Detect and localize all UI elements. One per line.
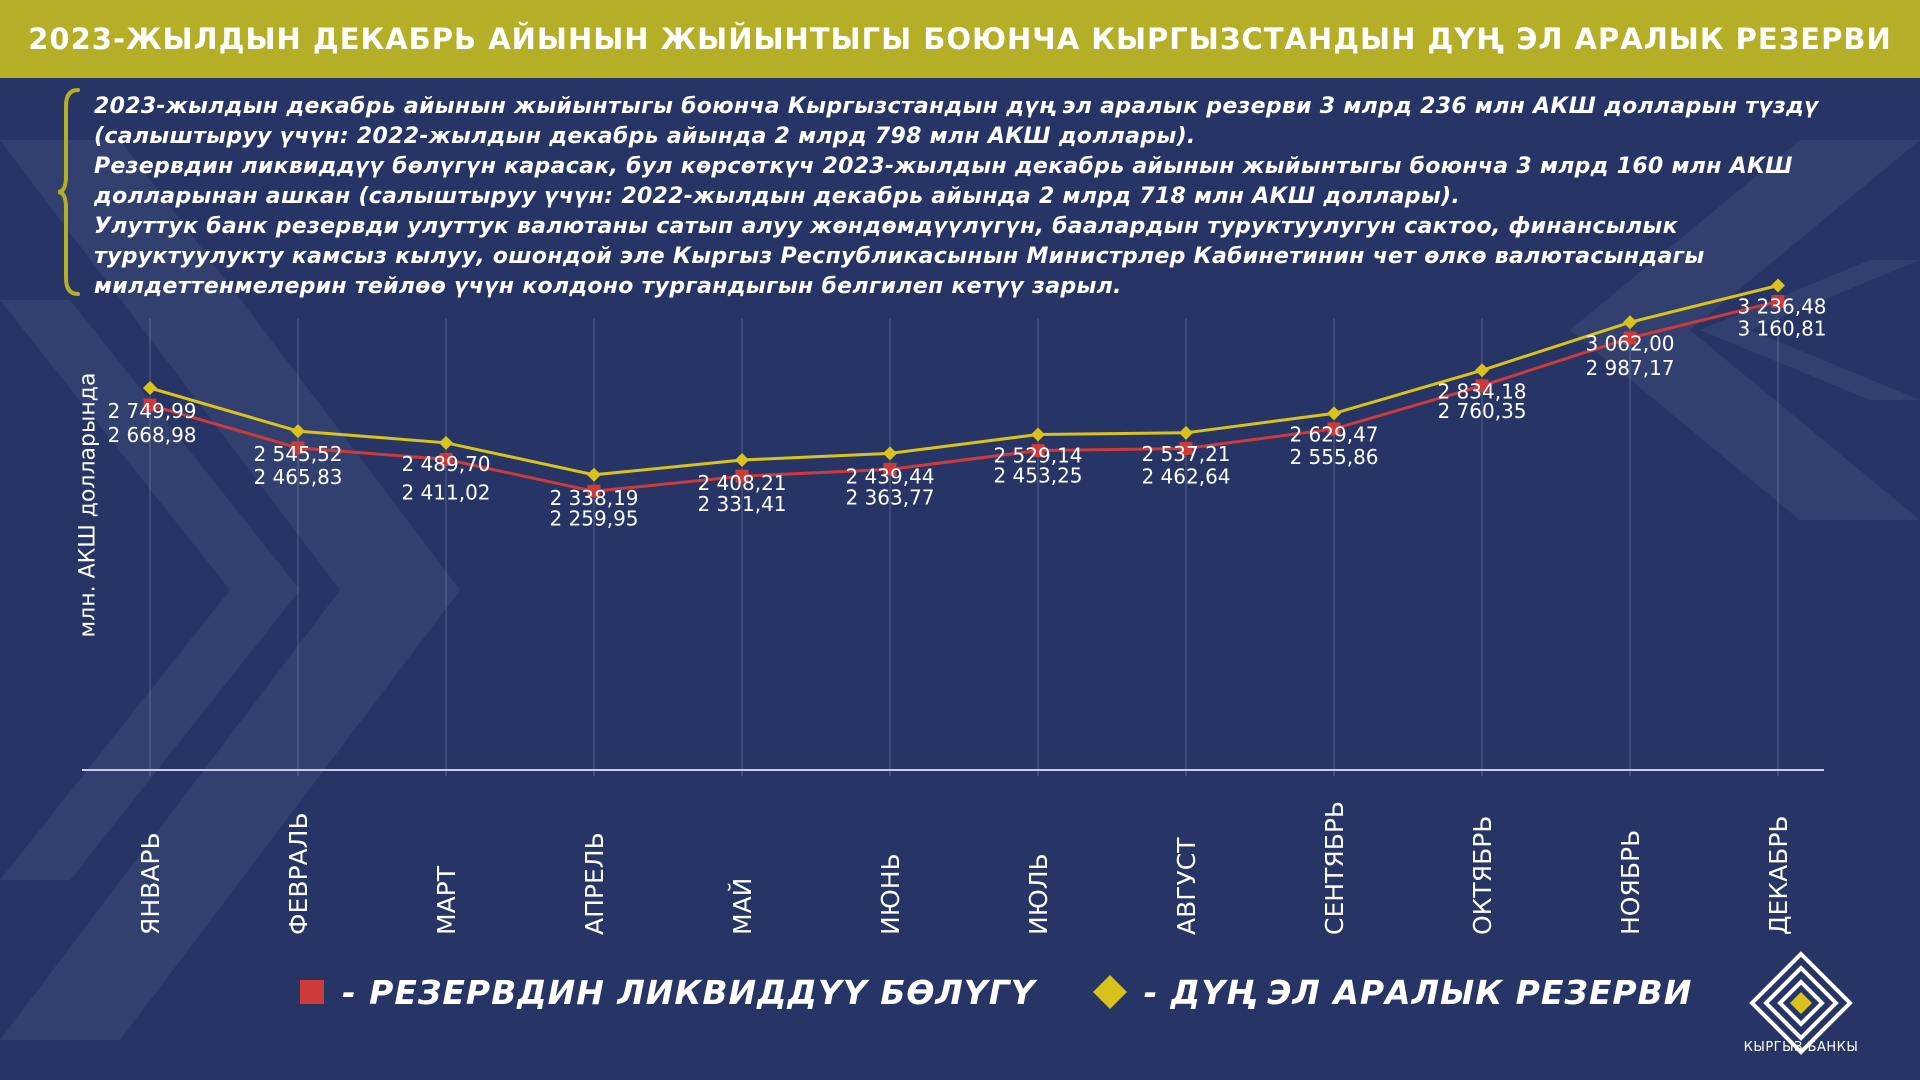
x-tick-label: МАЙ [728, 878, 757, 935]
liquid-data-label: 2 411,02 [401, 480, 490, 504]
gross-reserve-point [1623, 315, 1637, 330]
liquid-data-label: 2 363,77 [845, 485, 934, 509]
gross-data-label: 2 537,21 [1141, 442, 1230, 466]
legend-label-liquid: - РЕЗЕРВДИН ЛИКВИДДҮҮ БӨЛҮГҮ [342, 972, 1036, 1012]
gross-data-label: 2 439,44 [845, 464, 934, 488]
gross-reserve-point [1327, 406, 1341, 421]
liquid-data-label: 3 160,81 [1737, 316, 1826, 340]
gross-reserve-point [1771, 278, 1785, 293]
gross-data-label: 2 338,19 [549, 486, 638, 510]
liquid-reserve-point [291, 441, 305, 455]
x-tick-label: СЕНТЯБРЬ [1320, 801, 1349, 935]
gross-reserve-point [587, 467, 601, 482]
liquid-reserve-point [143, 398, 157, 412]
liquid-reserve-point [883, 462, 897, 476]
liquid-data-label: 2 465,83 [253, 465, 342, 489]
diamond-marker-icon [1092, 975, 1127, 1009]
x-tick-label: НОЯБРЬ [1616, 830, 1645, 935]
x-tick-label: МАРТ [432, 865, 461, 935]
kyrgyz-bank-logo-icon [1749, 951, 1853, 1055]
brace-icon [57, 88, 80, 296]
x-tick-label: ОКТЯБРЬ [1468, 816, 1497, 935]
liquid-reserve-point [1031, 444, 1045, 458]
liquid-data-label: 2 462,64 [1141, 465, 1230, 489]
liquid-data-label: 2 331,41 [697, 492, 786, 516]
x-tick-label: ИЮЛЬ [1024, 853, 1053, 935]
gross-data-label: 2 749,99 [107, 399, 196, 423]
chart-series [143, 278, 1785, 498]
gross-reserve-point [735, 453, 749, 468]
gross-data-label: 3 236,48 [1737, 294, 1826, 318]
liquid-reserve-point [439, 452, 453, 466]
y-axis-label: млн. АКШ долларында [75, 372, 101, 638]
gross-reserve-point [1475, 363, 1489, 378]
liquid-reserve-point [1475, 379, 1489, 393]
gross-reserve-point [439, 435, 453, 450]
x-tick-label: АВГУСТ [1172, 837, 1201, 935]
legend-label-gross: - ДҮҢ ЭЛ АРАЛЫК РЕЗЕРВИ [1143, 972, 1693, 1012]
gross-data-label: 2 629,47 [1289, 422, 1378, 446]
x-tick-label: ЯНВАРЬ [136, 832, 165, 935]
liquid-data-label: 2 987,17 [1585, 356, 1674, 380]
liquid-reserve-point [1623, 331, 1637, 345]
liquid-data-label: 2 668,98 [107, 423, 196, 447]
x-tick-label: ФЕВРАЛЬ [284, 812, 313, 935]
series-line-gross-reserves [149, 284, 1779, 477]
logo-text: КЫРГЫЗ БАНКЫ [1743, 1040, 1859, 1055]
gross-reserve-point [883, 446, 897, 461]
liquid-data-label: 2 760,35 [1437, 399, 1526, 423]
liquid-reserve-point [1771, 294, 1785, 308]
page-title: 2023-ЖЫЛДЫН ДЕКАБРЬ АЙЫНЫН ЖЫЙЫНТЫГЫ БОЮ… [28, 22, 1892, 56]
chart-grid [149, 318, 1779, 776]
liquid-reserve-point [1179, 442, 1193, 456]
chart-legend: - РЕЗЕРВДИН ЛИКВИДДҮҮ БӨЛҮГҮ - ДҮҢ ЭЛ АР… [300, 966, 1750, 1018]
legend-item-liquid: - РЕЗЕРВДИН ЛИКВИДДҮҮ БӨЛҮГҮ [300, 973, 1036, 1012]
liquid-data-label: 2 555,86 [1289, 445, 1378, 469]
gross-reserve-point [1031, 427, 1045, 442]
gross-data-label: 2 529,14 [993, 444, 1082, 468]
gross-data-label: 2 408,21 [697, 471, 786, 495]
chart-data-labels: 2 749,99 2 545,52 2 489,70 2 338,19 2 408,21… [107, 294, 1826, 530]
gross-data-label: 3 062,00 [1585, 331, 1674, 355]
intro-text: 2023-жылдын декабрь айынын жыйынтыгы бою… [94, 92, 1874, 302]
liquid-reserve-point [1327, 422, 1341, 436]
intro-paragraph-2: Резервдин ликвиддүү бөлүгүн карасак, бул… [94, 154, 1793, 209]
gross-data-label: 2 834,18 [1437, 379, 1526, 403]
gross-reserve-point [143, 381, 157, 395]
liquid-data-label: 2 259,95 [549, 506, 638, 530]
gross-data-label: 2 489,70 [401, 452, 490, 476]
gross-reserve-point [291, 424, 305, 439]
gross-reserve-point [1179, 425, 1193, 440]
liquid-reserve-point [587, 484, 601, 498]
x-tick-label: АПРЕЛЬ [580, 832, 609, 935]
title-bar: 2023-ЖЫЛДЫН ДЕКАБРЬ АЙЫНЫН ЖЫЙЫНТЫГЫ БОЮ… [0, 0, 1920, 78]
x-tick-label: ДЕКАБРЬ [1764, 815, 1793, 935]
square-marker-icon [300, 980, 324, 1004]
legend-item-gross: - ДҮҢ ЭЛ АРАЛЫК РЕЗЕРВИ [1092, 972, 1693, 1012]
gross-data-label: 2 545,52 [253, 442, 342, 466]
x-tick-label: ИЮНЬ [876, 853, 905, 935]
intro-paragraph-1: 2023-жылдын декабрь айынын жыйынтыгы бою… [94, 94, 1819, 149]
x-axis-ticks: ЯНВАРЬ ФЕВРАЛЬ МАРТ АПРЕЛЬ МАЙ ИЮНЬ ИЮЛЬ АВГУСТ… [136, 801, 1793, 935]
intro-paragraph-3: Улуттук банк резервди улуттук валютаны с… [94, 214, 1705, 299]
liquid-reserve-point [735, 469, 749, 483]
series-line-liquid-reserves [149, 299, 1779, 493]
liquid-data-label: 2 453,25 [993, 464, 1082, 488]
